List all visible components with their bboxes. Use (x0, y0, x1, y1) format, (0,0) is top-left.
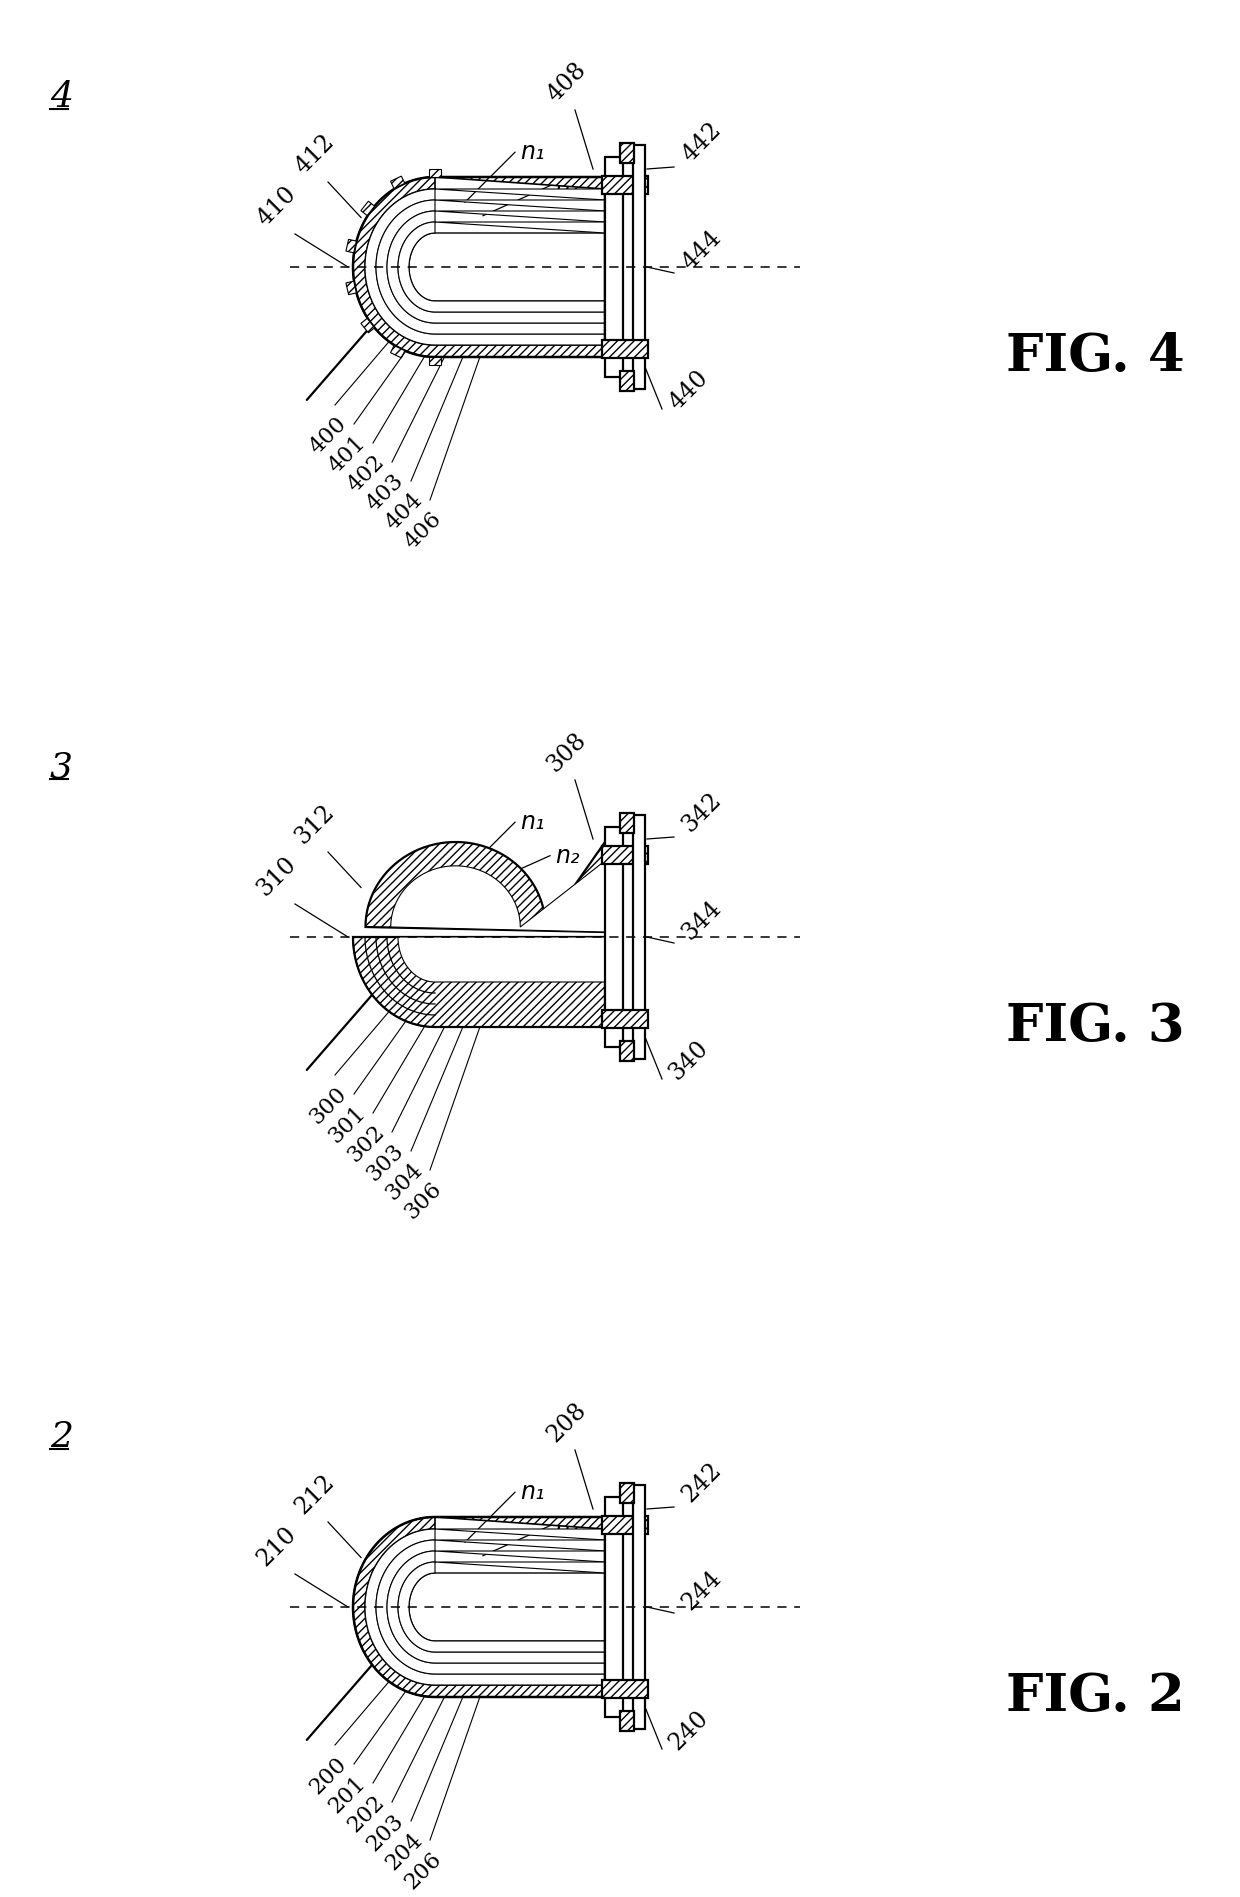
Polygon shape (361, 201, 374, 216)
Bar (605, 1497, 622, 1717)
Polygon shape (398, 1561, 605, 1652)
Text: 2: 2 (50, 1421, 73, 1453)
Polygon shape (391, 345, 404, 359)
Text: 412: 412 (291, 131, 340, 178)
Bar (620, 142, 634, 163)
Text: 402: 402 (343, 451, 389, 497)
Text: 404: 404 (381, 489, 427, 535)
Bar (620, 814, 634, 833)
Bar (632, 144, 645, 389)
Text: 208: 208 (543, 1398, 591, 1447)
Polygon shape (409, 233, 605, 302)
Text: n₁: n₁ (520, 140, 544, 165)
Polygon shape (353, 176, 605, 357)
Text: FIG. 3: FIG. 3 (1006, 1002, 1184, 1053)
Bar (632, 816, 645, 1059)
Polygon shape (387, 1552, 605, 1664)
Polygon shape (366, 842, 605, 931)
Polygon shape (365, 1529, 605, 1685)
Bar (605, 157, 622, 378)
Text: n₂: n₂ (556, 175, 579, 197)
Text: 4: 4 (50, 80, 73, 114)
Text: 212: 212 (291, 1470, 340, 1519)
Text: n₁: n₁ (520, 810, 544, 835)
Bar (632, 1485, 645, 1728)
Text: 340: 340 (665, 1038, 713, 1085)
Polygon shape (391, 176, 404, 188)
Text: 200: 200 (305, 1753, 351, 1798)
Text: 203: 203 (362, 1810, 408, 1855)
Polygon shape (398, 222, 605, 311)
Text: 408: 408 (543, 59, 591, 106)
Bar (601, 340, 649, 359)
Text: 206: 206 (401, 1848, 446, 1893)
Polygon shape (346, 239, 356, 252)
Text: 204: 204 (381, 1829, 427, 1874)
Text: 442: 442 (678, 120, 727, 167)
Text: 3: 3 (50, 749, 73, 783)
Text: 202: 202 (343, 1791, 389, 1836)
Text: 440: 440 (665, 366, 713, 415)
Bar (601, 176, 649, 193)
Polygon shape (361, 319, 374, 332)
Bar (601, 846, 649, 863)
Polygon shape (391, 861, 605, 931)
Polygon shape (353, 1518, 605, 1698)
Polygon shape (398, 937, 605, 983)
Text: 406: 406 (401, 508, 446, 554)
Text: n₁: n₁ (520, 1480, 544, 1504)
Text: n₂: n₂ (556, 1514, 579, 1538)
Polygon shape (387, 211, 605, 322)
Bar (601, 1681, 649, 1698)
Text: 301: 301 (324, 1102, 370, 1148)
Text: FIG. 2: FIG. 2 (1006, 1671, 1184, 1722)
Bar (620, 372, 634, 391)
Text: 303: 303 (362, 1140, 408, 1186)
Polygon shape (346, 281, 356, 294)
Text: FIG. 4: FIG. 4 (1006, 332, 1184, 383)
Bar (601, 1011, 649, 1028)
Polygon shape (353, 937, 605, 1026)
Bar (620, 1041, 634, 1060)
Polygon shape (365, 190, 605, 345)
Text: 444: 444 (678, 226, 727, 275)
Text: 312: 312 (291, 801, 339, 850)
Text: 300: 300 (305, 1083, 351, 1129)
Text: n₂: n₂ (556, 844, 579, 867)
Text: 401: 401 (324, 433, 370, 478)
Text: 210: 210 (253, 1523, 301, 1571)
Text: 240: 240 (665, 1707, 713, 1755)
Text: 344: 344 (678, 897, 727, 945)
Polygon shape (376, 199, 605, 334)
Text: 201: 201 (324, 1772, 370, 1817)
Text: 308: 308 (543, 728, 591, 778)
Bar (620, 1711, 634, 1730)
Bar (605, 827, 622, 1047)
Bar (620, 1483, 634, 1502)
Text: 302: 302 (343, 1121, 389, 1167)
Text: 306: 306 (401, 1178, 446, 1224)
Text: 310: 310 (253, 854, 301, 901)
Polygon shape (409, 1573, 605, 1641)
Text: 403: 403 (362, 470, 408, 516)
Text: 244: 244 (678, 1567, 727, 1614)
Text: 304: 304 (381, 1159, 427, 1205)
Polygon shape (429, 357, 441, 364)
Bar (601, 1516, 649, 1533)
Text: 400: 400 (305, 414, 351, 459)
Text: 242: 242 (678, 1459, 727, 1506)
Text: 410: 410 (253, 182, 301, 231)
Polygon shape (429, 169, 441, 176)
Text: 342: 342 (678, 789, 727, 837)
Polygon shape (376, 1540, 605, 1673)
